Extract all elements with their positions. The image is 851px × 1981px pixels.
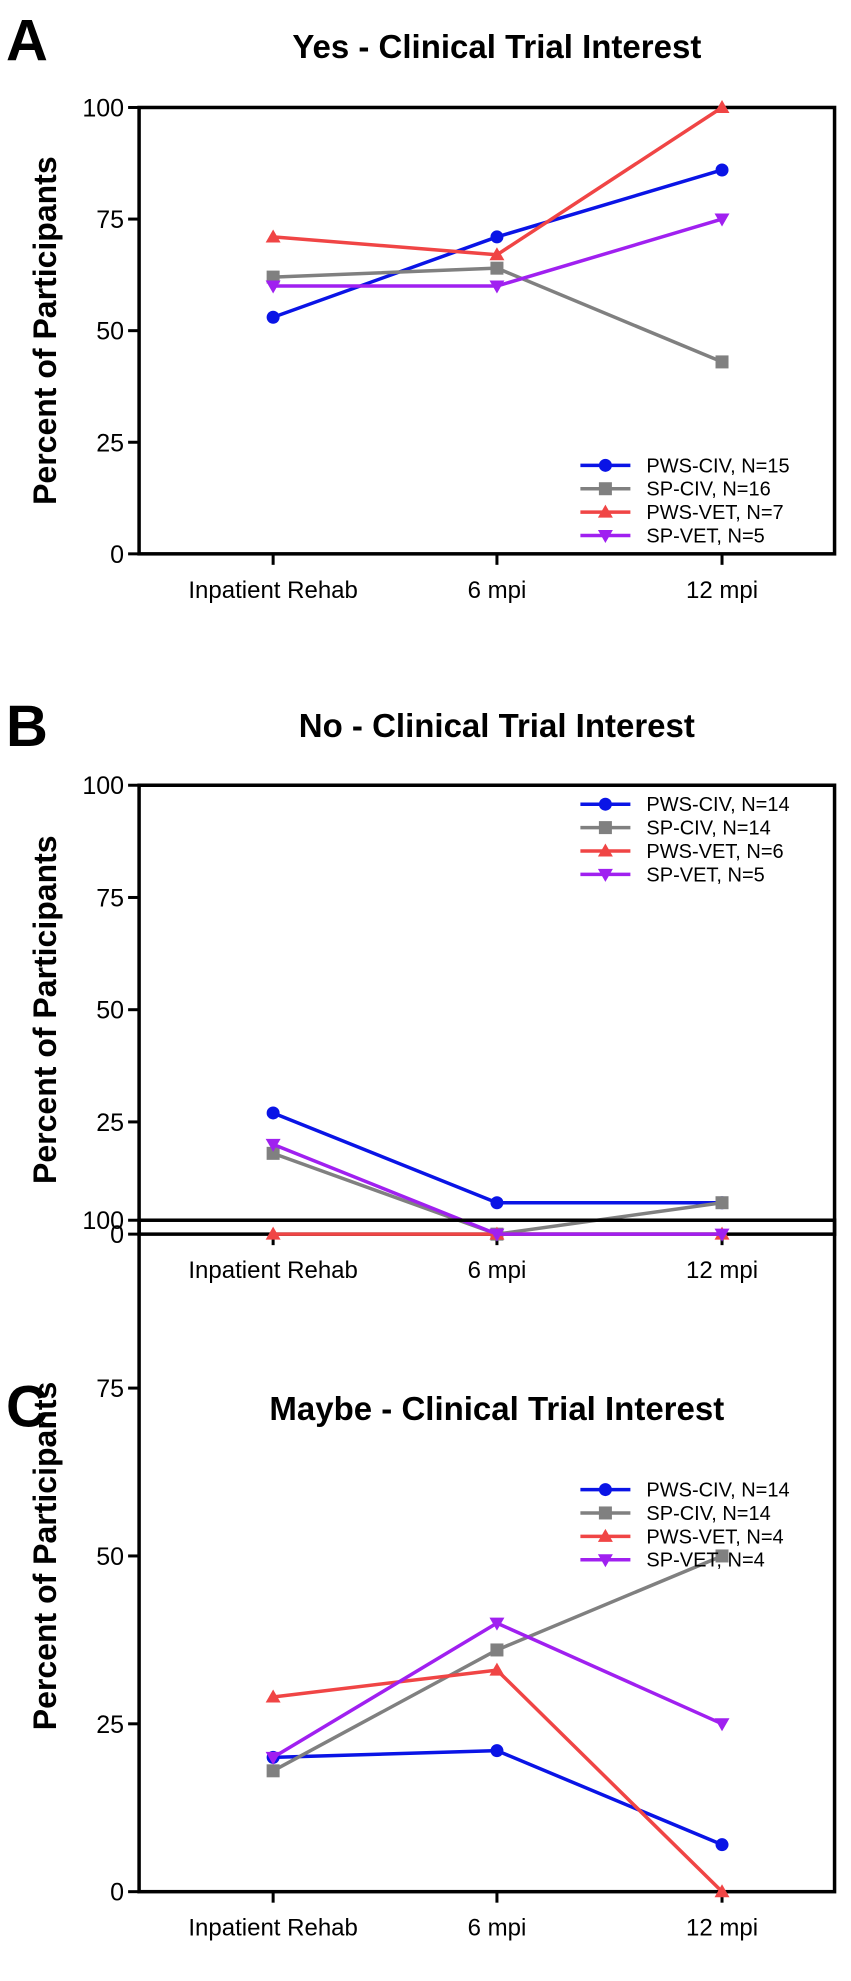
data-point [489,1662,505,1676]
data-point [265,229,281,243]
data-point [714,1718,730,1732]
legend-marker [597,529,613,543]
data-point [714,213,730,227]
legend-label: SP-CIV, N=14 [646,1503,770,1525]
legend-label: SP-VET, N=5 [646,864,764,886]
data-point [265,1138,281,1152]
y-tick-label: 75 [96,884,124,912]
y-axis-label: Percent of Participants [27,835,63,1184]
y-tick-label: 25 [96,429,124,457]
panel-c: C Maybe - Clinical Trial Interest Percent … [6,1207,837,1942]
data-point [265,1226,281,1240]
x-tick-label: 6 mpi [468,1915,527,1942]
data-point [266,310,280,324]
x-tick-label: 6 mpi [468,1257,527,1284]
data-point [265,1689,281,1703]
data-point [490,1196,504,1210]
y-tick-label: 75 [96,1375,124,1403]
panel-a: A Yes - Clinical Trial Interest Percent of… [6,9,837,604]
legend-marker [598,482,612,496]
data-point [489,280,505,294]
data-point [266,1146,280,1160]
legend-label: PWS-VET, N=7 [646,502,783,524]
x-tick-label: Inpatient Rehab [188,1257,357,1284]
legend-marker [598,1483,612,1497]
series-line [272,1554,723,1773]
x-tick-label: 12 mpi [686,1257,758,1284]
data-point [714,1884,730,1898]
series-line [272,1111,723,1205]
y-tick-label: 0 [110,1221,124,1249]
legend-label: PWS-CIV, N=14 [646,794,789,816]
x-tick-label: Inpatient Rehab [188,577,357,604]
y-tick-label: 0 [110,1879,124,1907]
data-point [490,1643,504,1657]
legend-label: SP-CIV, N=14 [646,818,770,840]
legend-marker [597,868,613,882]
data-point [266,270,280,284]
legend-label: PWS-CIV, N=14 [646,1480,789,1502]
data-point [489,1617,505,1631]
data-point [715,163,729,177]
y-axis-label: Percent of Participants [27,1382,63,1731]
data-point [265,280,281,294]
series-line [272,1668,724,1893]
legend-label: PWS-VET, N=4 [646,1526,783,1548]
y-tick-label: 25 [96,1109,124,1137]
legend-label: PWS-CIV, N=15 [646,455,789,477]
data-point [490,261,504,275]
data-point [489,247,505,261]
x-tick-label: 6 mpi [468,577,527,604]
data-point [715,1549,729,1563]
x-tick-label: Inpatient Rehab [188,1915,357,1942]
panel-letter: A [6,9,48,74]
legend-marker [598,797,612,811]
y-tick-label: 50 [96,318,124,346]
y-axis-label: Percent of Participants [27,156,63,505]
chart-title: No - Clinical Trial Interest [299,707,695,744]
data-point [266,1106,280,1120]
legend-marker [597,1528,613,1542]
series-line [273,1748,723,1847]
legend-label: SP-CIV, N=16 [646,479,770,501]
data-point [490,1744,504,1758]
data-point [266,1764,280,1778]
legend-marker [597,843,613,857]
panel-letter: C [6,1374,48,1439]
data-point [489,1228,505,1242]
legend-marker [598,821,612,835]
chart-title: Maybe - Clinical Trial Interest [269,1390,724,1427]
panel-b: B No - Clinical Trial Interest Percent of … [6,694,837,1284]
legend-marker [597,504,613,518]
y-tick-label: 50 [96,997,124,1025]
y-tick-label: 75 [96,206,124,234]
y-tick-label: 100 [82,94,124,122]
legend-marker [597,1554,613,1568]
legend-label: SP-VET, N=4 [646,1550,764,1572]
data-point [714,1228,730,1242]
series-line [272,1151,723,1236]
data-point [714,100,730,114]
panel-letter: B [6,694,48,759]
x-tick-label: 12 mpi [686,577,758,604]
chart-title: Yes - Clinical Trial Interest [292,28,701,65]
legend-marker [598,1506,612,1520]
x-tick-label: 12 mpi [686,1915,758,1942]
legend-label: PWS-VET, N=6 [646,841,783,863]
data-point [265,1751,281,1765]
legend-label: SP-VET, N=5 [646,526,764,548]
y-tick-label: 50 [96,1543,124,1571]
legend-marker [598,458,612,472]
data-point [715,1838,729,1852]
y-tick-label: 25 [96,1711,124,1739]
data-point [490,230,504,244]
data-point [715,1196,729,1210]
y-tick-label: 100 [82,772,124,800]
y-tick-label: 100 [82,1207,124,1235]
y-tick-label: 0 [110,541,124,569]
data-point [715,355,729,369]
